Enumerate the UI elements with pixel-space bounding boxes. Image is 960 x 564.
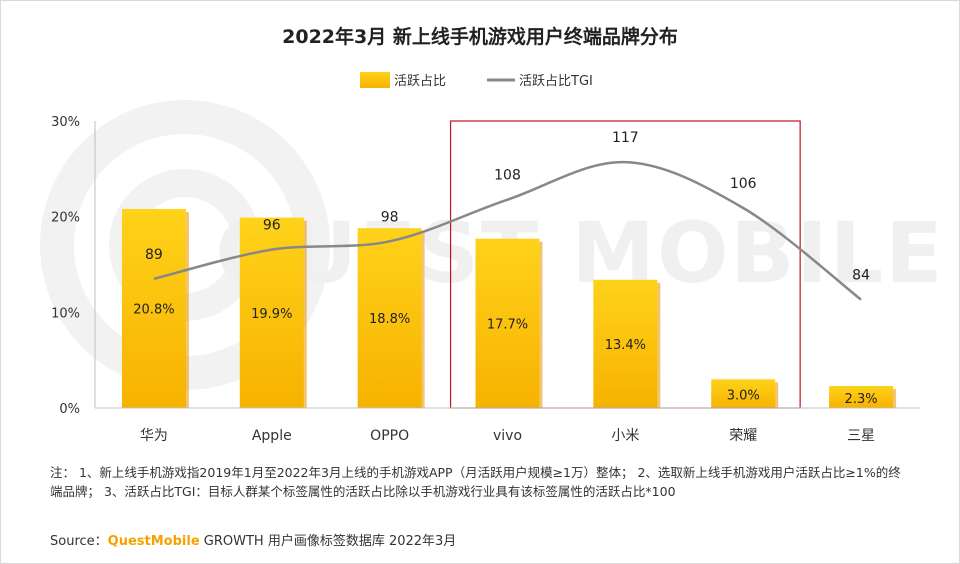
tgi-value-label: 84 (852, 268, 870, 284)
legend-label-bar: 活跃占比 (394, 74, 446, 89)
tgi-value-label: 98 (381, 209, 399, 225)
bar-value-label: 2.3% (845, 392, 878, 407)
bar (829, 385, 894, 408)
x-axis: 华为 Apple OPPO vivo 小米 荣耀 三星 (95, 407, 920, 444)
source-line: Source：QuestMobile GROWTH 用户画像标签数据库 2022… (50, 530, 456, 549)
tgi-value-label: 106 (730, 176, 757, 192)
watermark-text: QUEST MOBILE (215, 204, 944, 302)
y-tick-label: 10% (51, 306, 80, 321)
bar (711, 379, 776, 408)
bar (475, 238, 540, 408)
bar-value-label: 3.0% (727, 389, 760, 404)
x-tick-label: 华为 (140, 428, 168, 444)
bar-series: 20.8% 19.9% 18.8% 17.7% 13.4% 3.0% 2.3% (121, 209, 897, 408)
x-tick-label: 荣耀 (729, 428, 757, 444)
bar-value-label: 19.9% (251, 307, 292, 322)
tgi-value-label: 89 (145, 247, 163, 263)
tgi-value-label: 108 (494, 168, 521, 184)
x-tick-label: OPPO (370, 428, 409, 444)
x-tick-label: 三星 (847, 428, 875, 444)
source-brand: QuestMobile (107, 534, 200, 549)
source-prefix: Source： (50, 534, 108, 549)
bar-value-label: 20.8% (133, 303, 174, 318)
x-tick-label: vivo (493, 428, 522, 444)
y-tick-label: 20% (51, 211, 80, 226)
bar-value-label: 17.7% (487, 317, 528, 332)
chart-title: 2022年3月 新上线手机游戏用户终端品牌分布 (282, 26, 678, 48)
legend-swatch-bar (360, 72, 390, 88)
bar-value-label: 18.8% (369, 312, 410, 327)
bar (593, 279, 658, 408)
chart-legend: 活跃占比 活跃占比TGI (360, 72, 593, 89)
chart-svg: QUEST MOBILE 活跃占比 活跃占比TGI 0% 10% 20% 30% 20.… (40, 72, 944, 444)
x-tick-label: Apple (252, 428, 292, 444)
bar (357, 228, 422, 408)
bar-value-label: 13.4% (605, 338, 646, 353)
source-suffix: GROWTH 用户画像标签数据库 2022年3月 (199, 534, 457, 549)
legend-label-line: 活跃占比TGI (519, 74, 593, 89)
y-tick-label: 30% (51, 115, 80, 130)
y-axis: 0% 10% 20% 30% (51, 115, 96, 417)
y-tick-label: 0% (59, 402, 80, 417)
x-tick-label: 小米 (611, 428, 639, 444)
tgi-value-label: 96 (263, 218, 281, 234)
tgi-line-series: 89 96 98 108 117 106 84 (145, 130, 870, 301)
footnote: 注： 1、新上线手机游戏指2019年1月至2022年3月上线的手机游戏APP（月… (50, 465, 901, 499)
bar (121, 209, 186, 408)
tgi-value-label: 117 (612, 130, 639, 146)
